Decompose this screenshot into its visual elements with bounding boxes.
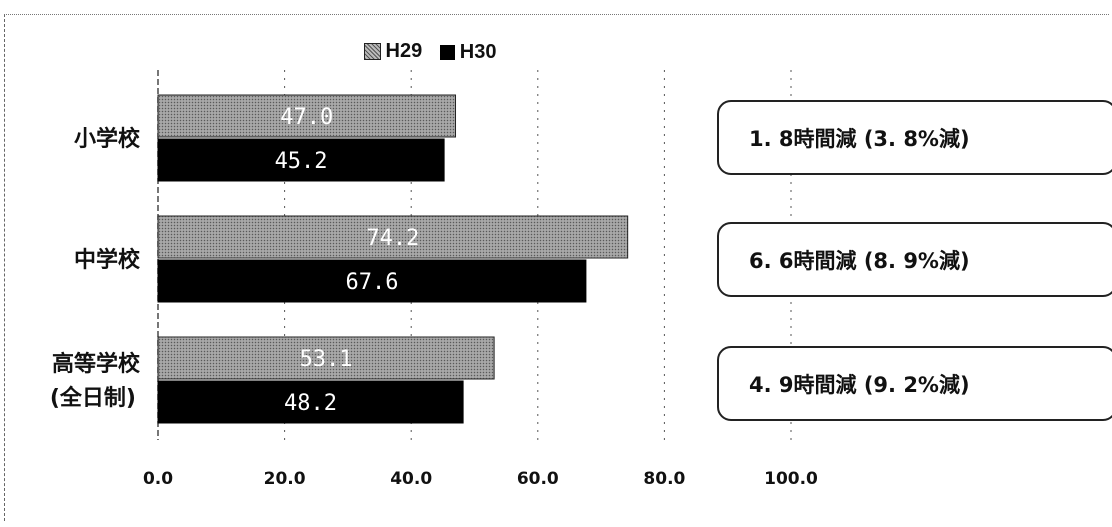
x-tick-label: 60.0 — [517, 469, 559, 489]
category-label-1: 中学校 — [74, 247, 141, 273]
legend-item-h30: H30 — [439, 41, 497, 64]
data-label-h30-1: 67.6 — [345, 270, 398, 295]
x-tick-labels: 0.0 20.0 40.0 60.0 80.0 100.0 — [143, 469, 818, 489]
x-tick-label: 0.0 — [143, 469, 173, 489]
x-tick-label: 80.0 — [643, 469, 685, 489]
data-label-h29-0: 47.0 — [280, 105, 333, 130]
data-label-h30-0: 45.2 — [275, 149, 328, 174]
bar-h29-2 — [157, 336, 495, 380]
data-label-h30-2: 48.2 — [284, 391, 337, 416]
x-tick-label: 40.0 — [390, 469, 432, 489]
annotation-box-3: 4. 9時間減 (9. 2%減) — [717, 346, 1112, 421]
category-label-0: 小学校 — [74, 126, 141, 152]
x-tick-label: 100.0 — [764, 469, 818, 489]
data-label-h29-2: 53.1 — [300, 347, 353, 372]
legend-swatch-h30 — [439, 45, 455, 60]
legend-label-h30: H30 — [459, 41, 497, 63]
bar-h29-0 — [157, 94, 457, 138]
legend-item-h29: H29 — [363, 40, 423, 63]
bar-h29-1 — [157, 215, 629, 259]
chart-frame — [4, 14, 1109, 521]
annotation-box-1: 1. 8時間減 (3. 8%減) — [717, 100, 1112, 175]
legend-label-h29: H29 — [385, 40, 423, 62]
legend-swatch-h29 — [363, 43, 381, 60]
bar-h30-0 — [157, 138, 445, 182]
data-label-h29-1: 74.2 — [366, 226, 419, 251]
chart-legend: H29 H30 — [0, 40, 860, 66]
category-label-2: 高等学校(全日制) — [50, 351, 141, 411]
annotation-box-2: 6. 6時間減 (8. 9%減) — [717, 222, 1112, 297]
bar-h30-1 — [157, 259, 587, 303]
bars: 47.0 74.2 53.1 45.2 67.6 48.2 — [157, 94, 629, 424]
x-tick-label: 20.0 — [264, 469, 306, 489]
bar-h30-2 — [157, 380, 464, 424]
